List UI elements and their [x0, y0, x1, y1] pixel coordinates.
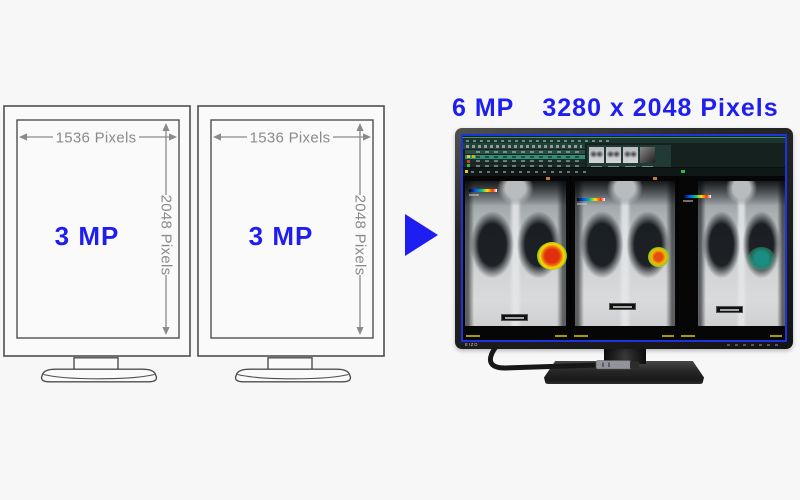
xray-panel-3 — [678, 176, 785, 340]
viewer-toolbar — [463, 167, 785, 176]
right-arrow-icon — [405, 214, 438, 256]
xray-thumbnail — [589, 147, 604, 167]
monitor-6mp: EIZO — [455, 128, 793, 390]
toolbar — [463, 143, 585, 149]
monitor-screen — [461, 134, 787, 342]
monitor-stand — [40, 357, 158, 383]
monitor-control-buttons — [727, 344, 779, 346]
status-dot-green — [467, 164, 470, 167]
height-dimension-label: 2048 Pixels — [352, 195, 369, 276]
monitor-3mp-1: 1536 Pixels 2048 Pixels 3 MP — [3, 105, 191, 383]
monitor-stand — [234, 357, 352, 383]
menu-bar — [463, 138, 785, 143]
xray-thumbnail — [606, 147, 621, 167]
worklist-row — [465, 159, 585, 163]
height-dimension-arrow — [162, 123, 170, 335]
ai-heatmap-finding-red — [647, 247, 669, 267]
connector-plug — [630, 361, 639, 368]
panel-corner-marker — [653, 177, 658, 180]
ai-heatmap-finding-red — [537, 242, 567, 270]
width-dimension-label: 1536 Pixels — [250, 130, 331, 147]
grayscale-thumbnail — [640, 147, 655, 167]
status-dot-yellow — [465, 170, 468, 173]
image-metadata-text — [573, 335, 675, 337]
mp-label: 3 MP — [55, 221, 120, 251]
worklist-header-row — [465, 150, 585, 154]
width-dimension-label: 1536 Pixels — [56, 130, 137, 147]
monitor-cable — [487, 345, 639, 371]
heatmap-colorbar — [683, 195, 712, 202]
width-dimension-arrow — [213, 133, 371, 141]
image-metadata-text — [466, 335, 567, 337]
score-tag — [716, 306, 744, 313]
heatmap-colorbar — [576, 198, 605, 205]
height-dimension-label: 2048 Pixels — [158, 195, 175, 276]
headline-mp-label: 6 MP — [452, 94, 515, 122]
heatmap-colorbar — [469, 189, 497, 196]
connector-detail — [602, 362, 604, 367]
connector-detail — [608, 362, 610, 367]
xray-panel-1 — [463, 176, 570, 340]
mp-label: 3 MP — [249, 221, 314, 251]
monitor-neck — [604, 348, 646, 364]
headline-resolution-label: 3280 x 2048 Pixels — [542, 94, 779, 122]
brand-logo: EIZO — [465, 342, 479, 348]
usb-connector — [595, 360, 632, 370]
monitor-3mp-2: 1536 Pixels 2048 Pixels 3 MP — [197, 105, 385, 383]
monitor-screen-outline — [210, 119, 374, 339]
ai-heatmap-finding-teal — [748, 247, 776, 270]
xray-thumbnail — [623, 147, 638, 167]
worklist-row-selected — [465, 154, 585, 159]
xray-panel-2 — [570, 176, 678, 340]
height-dimension-arrow — [356, 123, 364, 335]
score-tag — [501, 314, 528, 321]
status-dot-green — [681, 170, 685, 173]
image-viewer — [463, 176, 785, 340]
headline: 6 MP 3280 x 2048 Pixels — [452, 94, 797, 123]
panel-corner-marker — [545, 177, 550, 180]
worklist-row — [465, 163, 585, 168]
status-dot-yellow — [467, 155, 470, 158]
image-metadata-text — [681, 335, 783, 337]
study-worklist — [465, 150, 585, 168]
pacs-app-header — [463, 136, 785, 176]
status-dot-yellow — [471, 155, 475, 158]
width-dimension-arrow — [19, 133, 177, 141]
monitor-bezel: EIZO — [455, 128, 793, 349]
cable-path — [487, 345, 600, 371]
header-accent-line — [463, 137, 785, 138]
score-tag — [608, 303, 636, 310]
monitor-screen-outline — [16, 119, 180, 339]
status-dot-red — [467, 159, 470, 163]
